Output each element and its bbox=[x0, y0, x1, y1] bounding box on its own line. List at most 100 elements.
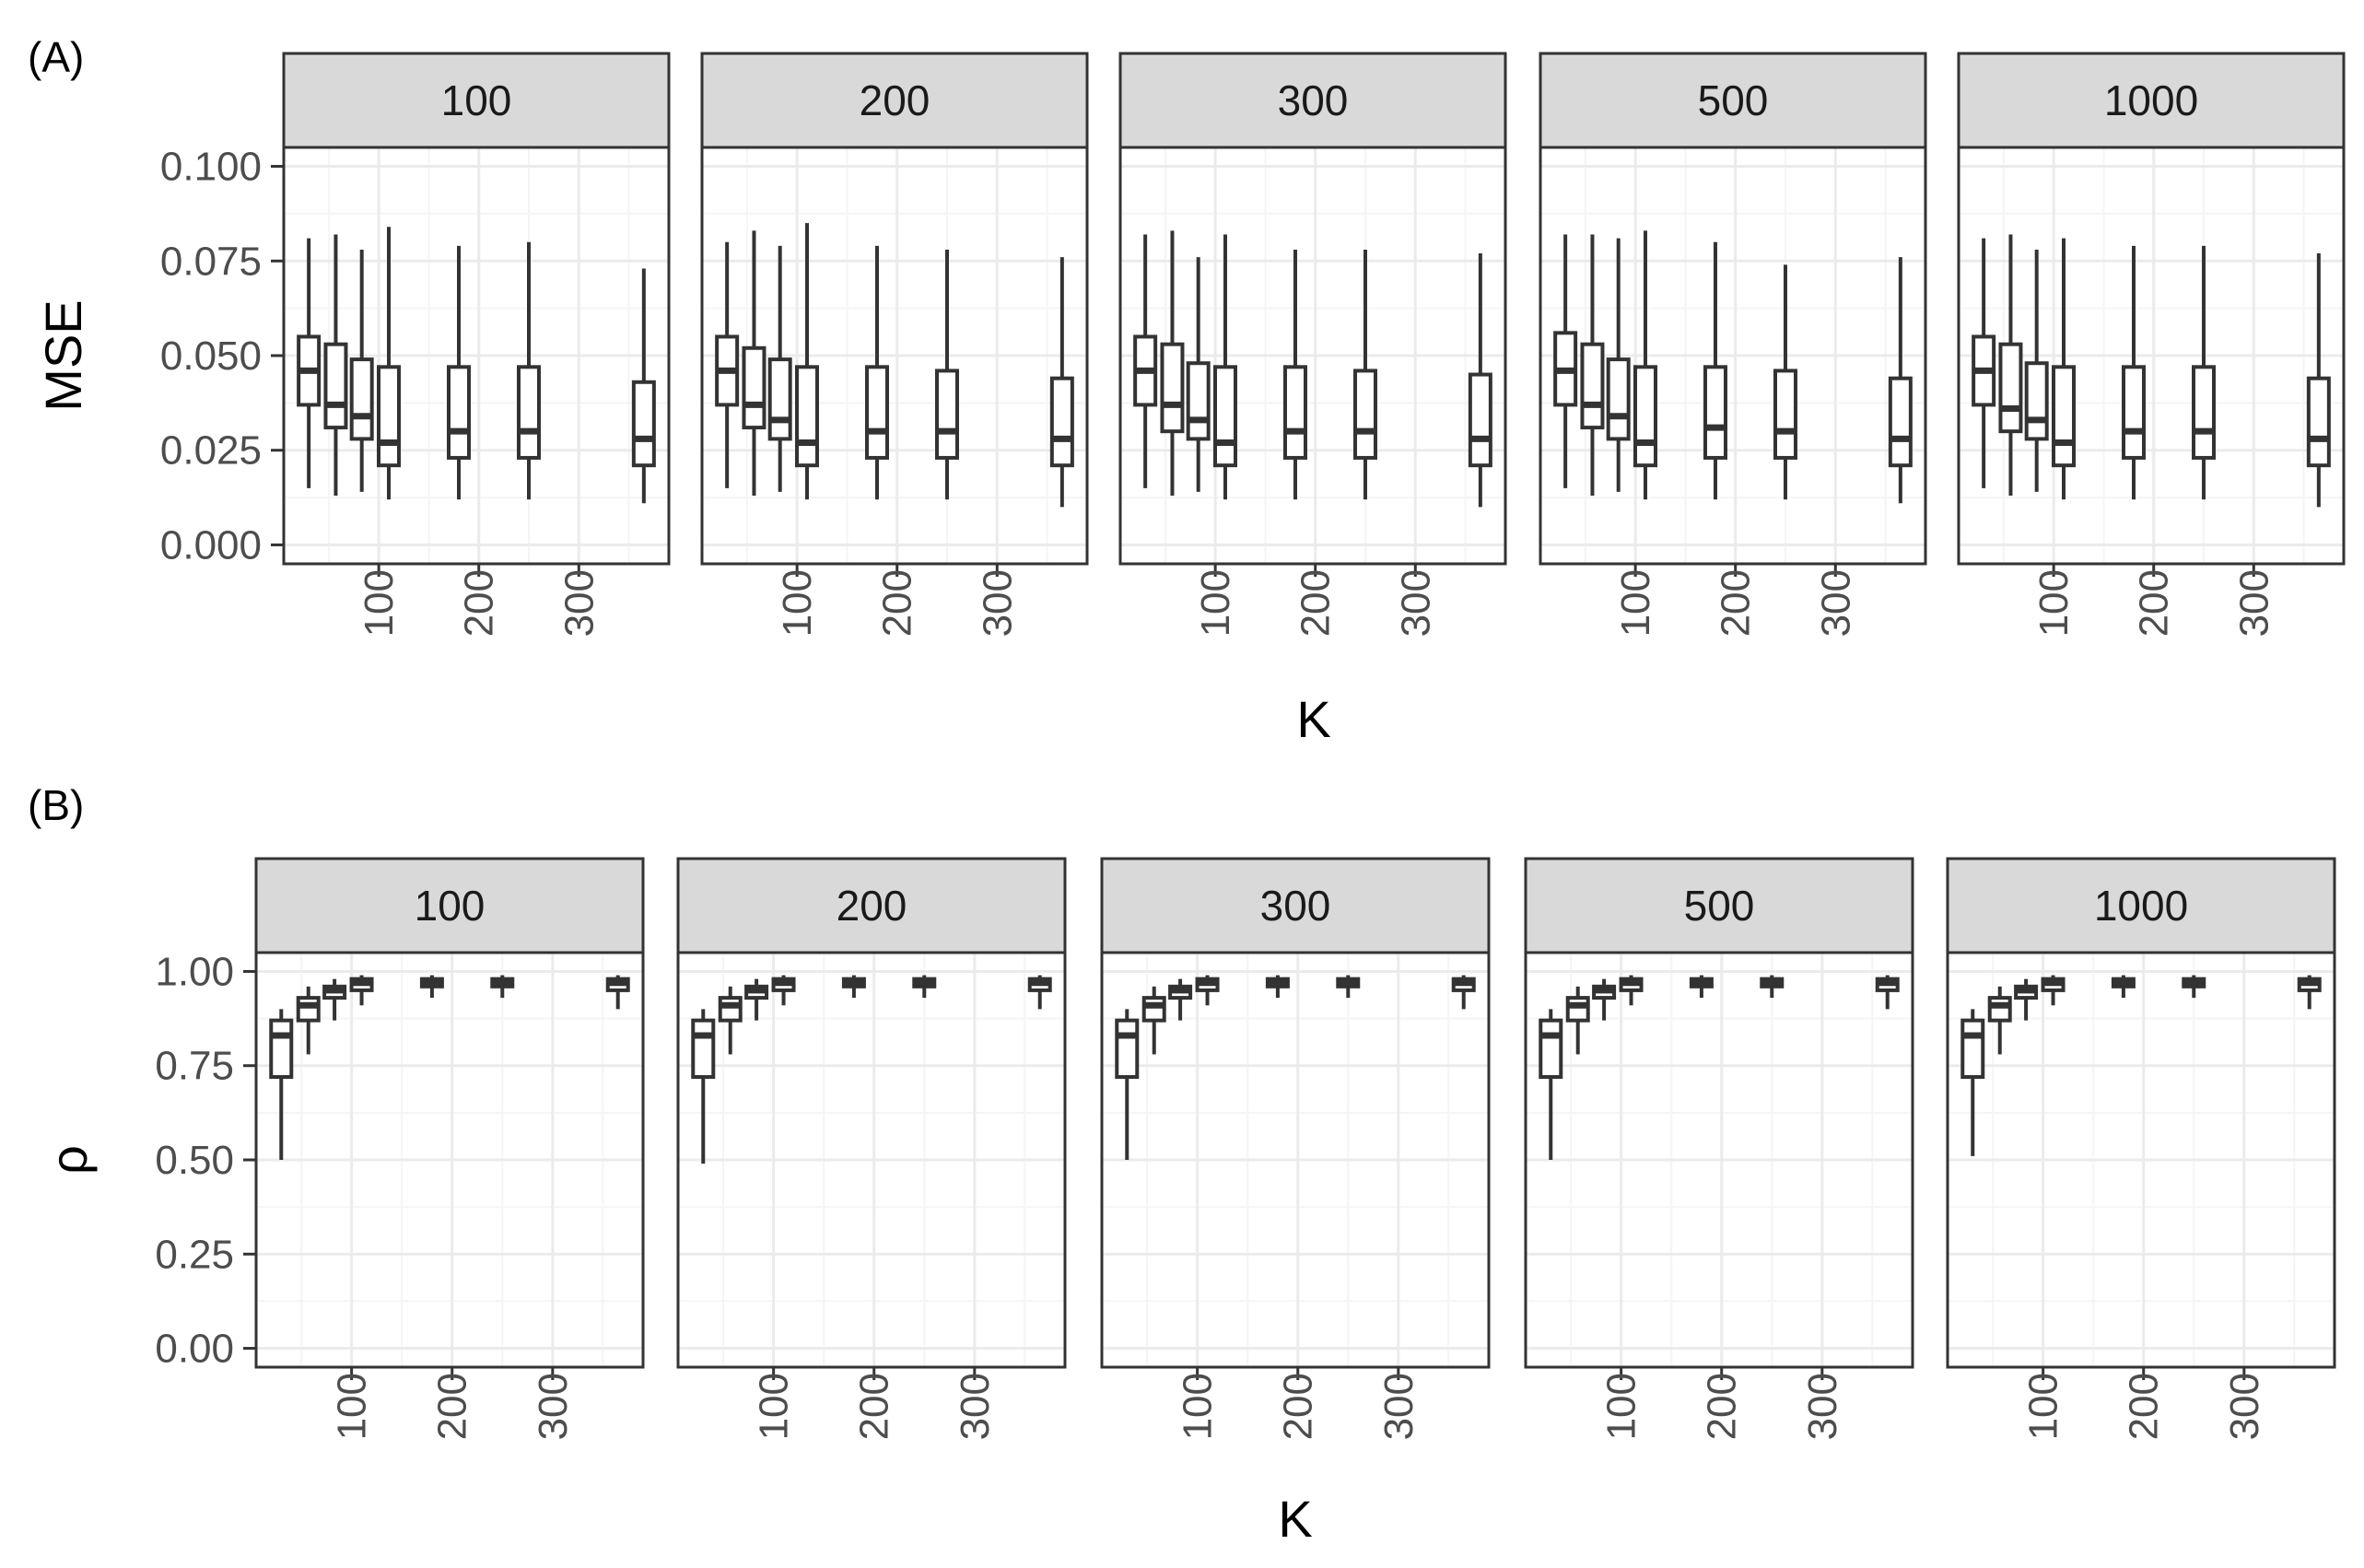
y-tick-label: 1.00 bbox=[155, 949, 234, 994]
boxplot-box bbox=[1998, 234, 2023, 497]
boxplot-box bbox=[269, 1009, 294, 1160]
boxplot-box bbox=[605, 975, 630, 1010]
boxplot-box bbox=[322, 978, 347, 1021]
y-axis-title: MSE bbox=[34, 299, 92, 411]
box-iqr bbox=[742, 345, 767, 430]
boxplot-box bbox=[1353, 249, 1377, 500]
facet-panel: 200 100 200 300 bbox=[676, 857, 1067, 1440]
y-tick-label: 0.25 bbox=[155, 1232, 234, 1277]
y-tick-label: 0.025 bbox=[160, 428, 262, 474]
y-tick-label: 0.050 bbox=[160, 333, 262, 379]
x-tick-label: 200 bbox=[2122, 1373, 2167, 1440]
box-iqr bbox=[1353, 369, 1377, 460]
box-iqr bbox=[323, 342, 348, 430]
box-iqr bbox=[1160, 342, 1185, 434]
boxplot-box bbox=[2297, 975, 2322, 1010]
box-iqr bbox=[1141, 996, 1166, 1023]
boxplot-box bbox=[1972, 238, 1996, 488]
x-tick-label: 300 bbox=[1800, 1373, 1845, 1440]
boxplot-box bbox=[1468, 253, 1492, 508]
box-iqr bbox=[1998, 342, 2023, 434]
boxplot-box bbox=[1888, 257, 1913, 504]
x-tick-label: 100 bbox=[752, 1373, 797, 1440]
facet-panel: 300 100 200 300 bbox=[1118, 52, 1507, 637]
boxplot-box bbox=[2024, 249, 2049, 492]
facet-strip-label: 500 bbox=[1698, 76, 1769, 124]
boxplot-box bbox=[1592, 978, 1617, 1021]
facet-panel: 200 100 200 300 bbox=[700, 52, 1089, 637]
x-tick-label: 200 bbox=[430, 1373, 475, 1440]
boxplot-box bbox=[1133, 234, 1158, 488]
boxplot-box bbox=[1283, 249, 1307, 500]
facet-strip-label: 100 bbox=[415, 882, 486, 930]
facet-strip bbox=[254, 857, 645, 954]
box-iqr bbox=[2306, 376, 2331, 468]
boxplot-box bbox=[1703, 241, 1727, 500]
box-iqr bbox=[517, 365, 541, 460]
boxplot-box bbox=[349, 249, 374, 492]
facet-strip bbox=[1957, 52, 2346, 149]
facet-strip-label: 200 bbox=[837, 882, 907, 930]
panel-tag: (B) bbox=[28, 781, 84, 829]
x-axis-title: K bbox=[1278, 1490, 1312, 1548]
y-axis-title: ρ bbox=[40, 1145, 98, 1175]
boxplot-box bbox=[795, 223, 819, 500]
x-tick-label: 100 bbox=[357, 569, 402, 637]
box-iqr bbox=[2024, 361, 2049, 441]
box-iqr bbox=[718, 996, 743, 1023]
x-tick-label: 300 bbox=[556, 569, 602, 637]
boxplot-box bbox=[1580, 234, 1605, 497]
boxplot-box bbox=[2014, 978, 2039, 1021]
x-tick-label: 200 bbox=[1276, 1373, 1321, 1440]
boxplot-box bbox=[1619, 975, 1644, 1006]
boxplot-box bbox=[744, 978, 769, 1021]
boxplot-box bbox=[1168, 978, 1193, 1021]
boxplot-box bbox=[490, 975, 515, 999]
x-tick-label: 200 bbox=[457, 569, 502, 637]
box-iqr bbox=[1468, 372, 1492, 468]
boxplot-box bbox=[1760, 975, 1785, 999]
facet-panel: 500 100 200 300 bbox=[1524, 857, 1914, 1440]
box-iqr bbox=[1283, 365, 1307, 460]
boxplot-box bbox=[631, 268, 656, 504]
boxplot-box bbox=[297, 238, 322, 488]
box-iqr bbox=[795, 365, 819, 468]
facet-strip-label: 500 bbox=[1684, 882, 1755, 930]
box-iqr bbox=[1987, 996, 2012, 1023]
x-tick-label: 100 bbox=[1599, 1373, 1644, 1440]
boxplot-box bbox=[1606, 238, 1631, 492]
x-tick-label: 200 bbox=[1700, 1373, 1745, 1440]
facet-panel: 1000 100 200 300 bbox=[1946, 857, 2336, 1440]
box-iqr bbox=[935, 369, 959, 460]
boxplot-box bbox=[2052, 238, 2076, 500]
boxplot-box bbox=[1773, 264, 1797, 500]
x-axis-title: K bbox=[1296, 690, 1330, 748]
boxplot-box bbox=[841, 975, 866, 999]
x-tick-label: 200 bbox=[1293, 569, 1339, 637]
box-iqr bbox=[377, 365, 401, 468]
box-iqr bbox=[865, 365, 889, 460]
box-iqr bbox=[2192, 365, 2216, 460]
box-iqr bbox=[1580, 342, 1605, 430]
box-iqr bbox=[631, 380, 656, 468]
boxplot-box bbox=[767, 245, 792, 492]
facet-panel: 1000 100 200 300 bbox=[1957, 52, 2346, 637]
facet-strip bbox=[676, 857, 1067, 954]
boxplot-box bbox=[1987, 986, 2012, 1055]
boxplot-box bbox=[2111, 975, 2136, 999]
boxplot-box bbox=[1336, 975, 1361, 999]
y-tick-label: 0.100 bbox=[160, 145, 262, 190]
boxplot-box bbox=[1027, 975, 1052, 1010]
boxplot-box bbox=[1553, 234, 1578, 488]
boxplot-box bbox=[1265, 975, 1290, 999]
boxplot-box bbox=[419, 975, 444, 999]
facet-strip bbox=[282, 52, 671, 149]
box-iqr bbox=[1539, 1018, 1563, 1079]
boxplot-box bbox=[2041, 975, 2066, 1006]
facet-strip bbox=[1524, 857, 1914, 954]
box-iqr bbox=[1213, 365, 1237, 468]
boxplot-box bbox=[1960, 1009, 1985, 1156]
boxplot-box bbox=[447, 245, 471, 500]
